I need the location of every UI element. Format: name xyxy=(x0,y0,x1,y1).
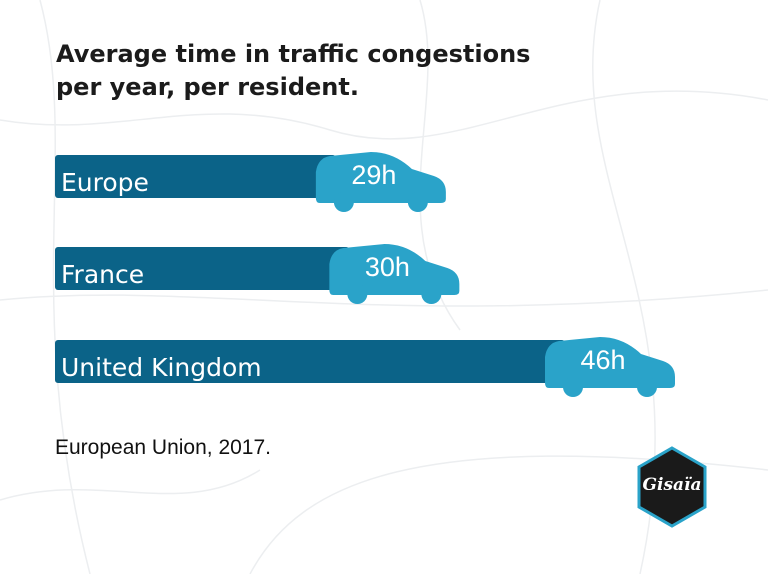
bar xyxy=(55,155,336,198)
chart-title: Average time in traffic congestions per … xyxy=(56,40,531,101)
logo-text: Gisaïa xyxy=(642,475,701,495)
car-wheel xyxy=(563,377,583,397)
category-label: Europe xyxy=(61,168,149,197)
bar-group: 30h France xyxy=(55,244,460,304)
note: European Union, 2017. xyxy=(55,436,271,459)
car xyxy=(329,244,460,295)
value-label: 29h xyxy=(351,160,396,190)
value-label: 30h xyxy=(365,252,410,282)
category-label: France xyxy=(61,260,144,289)
car-wheel xyxy=(347,284,368,304)
car xyxy=(315,152,446,203)
car xyxy=(545,337,675,388)
car-wheel xyxy=(333,192,354,212)
bar-group: 29h Europe xyxy=(55,152,446,212)
value-label: 46h xyxy=(580,345,625,375)
category-label: United Kingdom xyxy=(61,353,262,382)
car-wheel xyxy=(421,284,442,304)
car-wheel xyxy=(637,377,657,397)
car-wheel xyxy=(407,192,428,212)
bar xyxy=(55,247,350,290)
bar xyxy=(55,340,565,383)
bar-group: 46h United Kingdom xyxy=(55,337,675,397)
logo: Gisaïa xyxy=(637,446,707,528)
